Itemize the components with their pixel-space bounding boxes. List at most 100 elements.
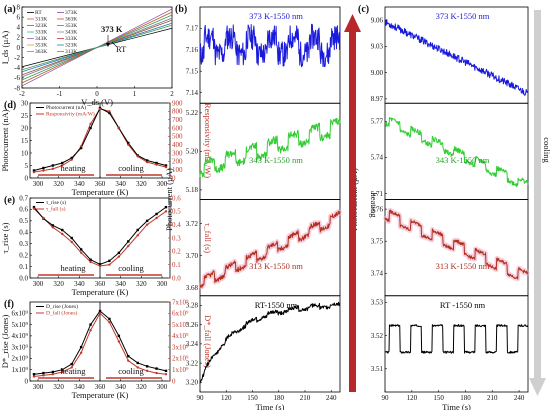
y-tick-right-label: 700 — [172, 116, 183, 124]
y-tick-right-label: 600 — [172, 124, 183, 132]
y-tick-left-label: 2x10⁹ — [12, 355, 29, 363]
legend-entry: 363K — [65, 17, 77, 23]
series-right-point — [42, 169, 45, 172]
x-tick-label: 120 — [221, 394, 232, 402]
series-left-point — [155, 212, 158, 216]
x-axis-title: Temperature (K) — [72, 187, 129, 197]
series-right-point — [127, 359, 130, 362]
x-tick-label: 340 — [115, 180, 126, 188]
subplot-frame — [199, 102, 341, 200]
x-tick-label: 150 — [433, 394, 444, 402]
heating-arrow-shaft — [349, 30, 356, 392]
region-cooling: cooling — [118, 263, 144, 273]
y-tick-label: 3.20 — [186, 379, 199, 387]
legend-entry: 343K — [65, 30, 77, 36]
annotation-arrowhead — [106, 43, 110, 47]
series-left-point — [164, 369, 168, 373]
y-tick-label: 3.72 — [186, 220, 199, 228]
series-left-point — [89, 258, 92, 261]
y-tick-label: 8.97 — [371, 95, 384, 103]
series-right-point — [164, 210, 168, 213]
y-tick-label: 3.26 — [186, 321, 199, 329]
region-heating: heating — [60, 263, 86, 273]
series-right-point — [98, 264, 102, 268]
x-tick-label: 2 — [170, 90, 174, 98]
y-tick-right-label: 0.2 — [172, 248, 181, 256]
y-tick-label: 7.14 — [186, 89, 199, 97]
panel-label: (d) — [4, 100, 16, 111]
series-left-point — [42, 371, 45, 375]
subplot: 7.14 7.15 7.16 7.17 373 K-1550 nm — [186, 6, 341, 104]
x-tick-label: 300 — [157, 383, 168, 391]
series-left-point — [145, 365, 149, 368]
y-tick-label: 5.77 — [371, 118, 384, 126]
y-tick-left-label: 3x10⁹ — [12, 343, 29, 351]
series-right-point — [61, 164, 64, 167]
y-tick-label: 3.24 — [186, 340, 199, 348]
legend-entry: 333K — [65, 36, 77, 42]
series-left-point — [89, 126, 92, 130]
y-tick-left-label: 0.3 — [19, 240, 28, 248]
y-tick-left-label: 0.1 — [19, 263, 28, 271]
legend-entry: Photocurrent (nA) — [46, 104, 86, 111]
y-tick-label: -8 — [14, 84, 20, 92]
series-left-point — [70, 362, 73, 366]
subplot-label: 313 K-1550 nm — [436, 261, 490, 271]
y-tick-right-label: 5x10⁹ — [172, 321, 189, 329]
annotation-rt: RT — [116, 44, 127, 54]
series-left-point — [51, 164, 55, 167]
series-left-point — [79, 345, 83, 349]
y-tick-label: 2 — [17, 34, 21, 42]
trace-line — [199, 301, 341, 384]
series-right-point — [117, 340, 121, 343]
y-tick-label: -2 — [14, 54, 20, 62]
y-tick-right-label: 7x10⁹ — [172, 298, 189, 306]
series-right-point — [155, 216, 158, 220]
x-tick-label: -1 — [57, 90, 63, 98]
y-tick-left-label: 0 — [25, 174, 29, 182]
series-right-point — [155, 163, 158, 166]
panel-e: (e) 300 320 340 360 340 320 300 0.0 0.1 0.2 0.3 0.4 0… — [0, 194, 213, 297]
series-right-point — [61, 232, 64, 236]
y-tick-label: 3.51 — [371, 365, 384, 373]
series-right-point — [98, 312, 102, 315]
x-axis-title: V_ds (V) — [81, 97, 113, 107]
series-left-point — [70, 156, 73, 160]
x-tick-label: 360 — [95, 180, 106, 188]
x-tick-label: 210 — [487, 394, 498, 402]
x-tick-label: 90 — [197, 394, 205, 402]
y-tick-label: 4 — [17, 24, 21, 32]
legend-entry: 343K — [35, 36, 47, 42]
trace-line — [384, 324, 529, 354]
y-axis-title-left: τ_rise (s) — [0, 222, 10, 253]
series-right-point — [61, 370, 64, 374]
y-tick-right-label: 2x10⁹ — [172, 355, 189, 363]
direction-arrows: heating cooling — [344, 10, 550, 396]
trace-line — [384, 117, 529, 188]
heating-label: heating — [369, 192, 379, 218]
legend-entry: 373K — [65, 10, 77, 16]
legend-entry: RT — [35, 10, 42, 16]
series-left-point — [164, 205, 168, 209]
trace-line — [199, 23, 341, 68]
y-tick-right-label: 0 — [172, 174, 176, 182]
series-left-point — [155, 367, 158, 370]
subplot-frame — [199, 6, 341, 104]
subplot-frame — [199, 295, 341, 393]
y-tick-right-label: 0.5 — [172, 208, 181, 216]
trace-line — [384, 209, 529, 280]
y-axis-title-left: D*_rise (Jones) — [0, 315, 10, 369]
y-tick-label: 8 — [17, 3, 21, 11]
y-tick-right-label: 500 — [172, 133, 183, 141]
y-axis-title: Photocurrent (µA) — [164, 168, 174, 231]
y-tick-left-label: 4x10⁹ — [12, 332, 29, 340]
y-tick-left-label: 0.5 — [19, 217, 28, 225]
cooling-arrow-shaft — [534, 10, 541, 380]
subplot: 8.97 9.00 9.03 9.06 373 K-1550 nm — [371, 6, 529, 104]
y-tick-left-label: 6x10⁹ — [12, 310, 29, 318]
y-tick-right-label: 900 — [172, 99, 183, 107]
series-right-point — [127, 143, 130, 146]
legend-entry: 323K — [65, 43, 77, 49]
series-left-point — [51, 224, 55, 227]
